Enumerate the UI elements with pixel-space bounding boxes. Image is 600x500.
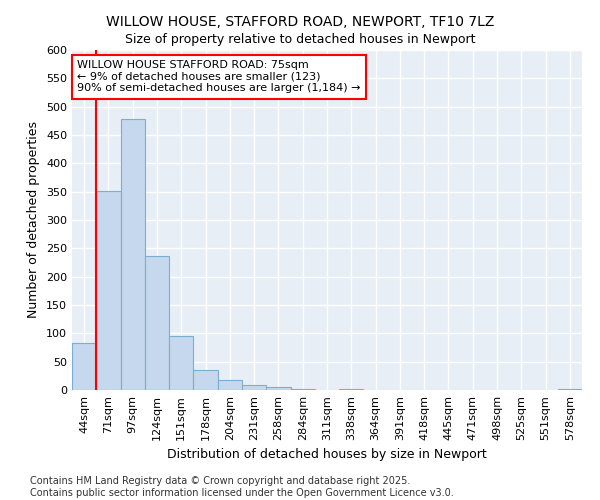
Bar (558, 389, 582, 390)
Bar (290, 389, 315, 390)
Bar (96, 190, 121, 390)
Bar (121, 119, 145, 390)
Text: Contains HM Land Registry data © Crown copyright and database right 2025.
Contai: Contains HM Land Registry data © Crown c… (30, 476, 454, 498)
Bar (242, 386, 266, 390)
Bar (339, 389, 364, 390)
Text: Size of property relative to detached houses in Newport: Size of property relative to detached ho… (125, 32, 475, 46)
Bar (266, 387, 290, 390)
Bar (72, 343, 96, 390)
Text: WILLOW HOUSE, STAFFORD ROAD, NEWPORT, TF10 7LZ: WILLOW HOUSE, STAFFORD ROAD, NEWPORT, TF… (106, 15, 494, 29)
Bar (169, 336, 193, 390)
X-axis label: Distribution of detached houses by size in Newport: Distribution of detached houses by size … (167, 448, 487, 462)
Y-axis label: Number of detached properties: Number of detached properties (28, 122, 40, 318)
Bar (193, 370, 218, 390)
Bar (145, 256, 169, 390)
Text: WILLOW HOUSE STAFFORD ROAD: 75sqm
← 9% of detached houses are smaller (123)
90% : WILLOW HOUSE STAFFORD ROAD: 75sqm ← 9% o… (77, 60, 361, 94)
Bar (218, 380, 242, 390)
